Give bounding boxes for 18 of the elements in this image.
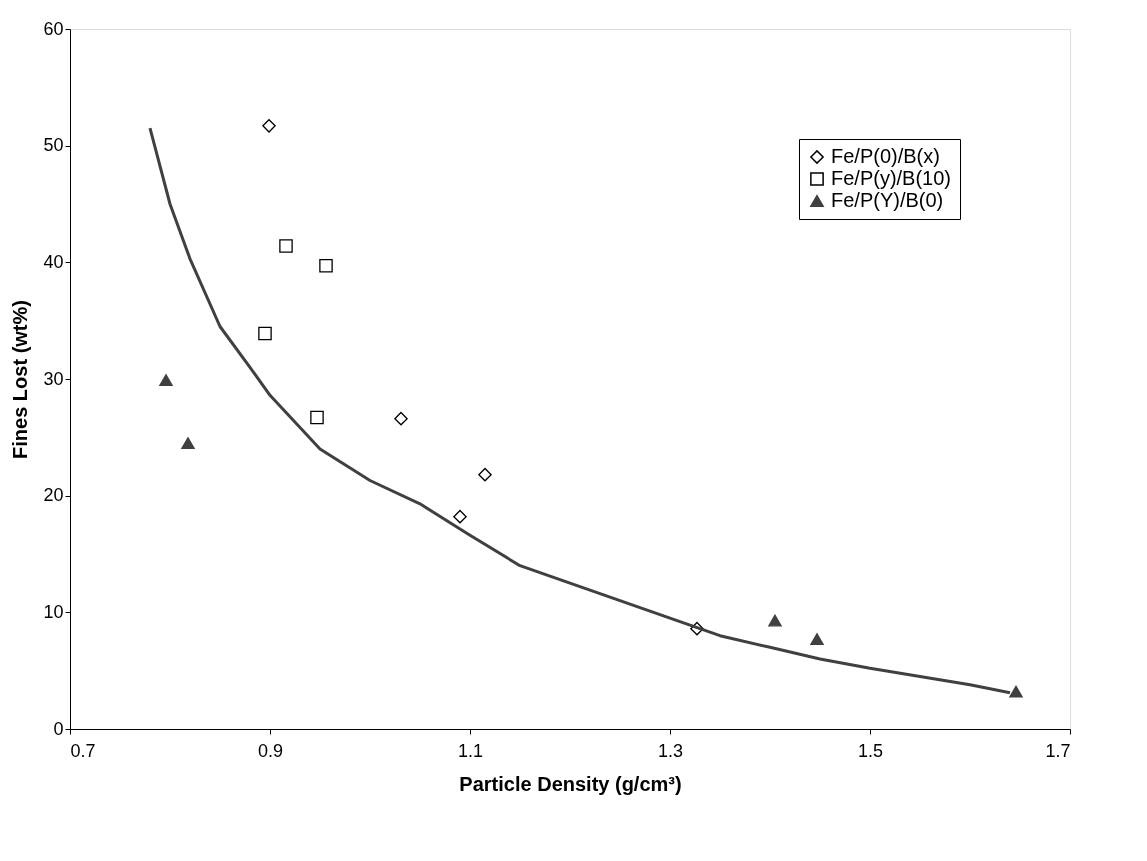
legend-label: Fe/P(Y)/B(0): [831, 189, 944, 211]
x-tick-label: 1.5: [857, 740, 884, 761]
legend-label: Fe/P(y)/B(10): [831, 167, 952, 189]
x-tick-label: 1.7: [1045, 740, 1071, 761]
y-tick-label: 20: [43, 485, 64, 506]
y-tick-label: 30: [43, 368, 64, 389]
y-tick-label: 50: [43, 135, 64, 156]
x-axis-title: Particle Density (g/cm³): [459, 772, 682, 795]
x-tick-label: 1.1: [457, 740, 484, 761]
legend-label: Fe/P(0)/B(x): [831, 145, 940, 167]
y-tick-label: 60: [43, 18, 64, 39]
y-tick-label: 0: [53, 718, 64, 739]
y-tick-label: 40: [43, 251, 64, 272]
y-tick-label: 10: [43, 601, 64, 622]
x-tick-label: 0.9: [257, 740, 284, 761]
x-tick-label: 0.7: [70, 740, 96, 761]
x-tick-label: 1.3: [657, 740, 684, 761]
y-axis-title: Fines Lost (wt%): [9, 300, 32, 459]
